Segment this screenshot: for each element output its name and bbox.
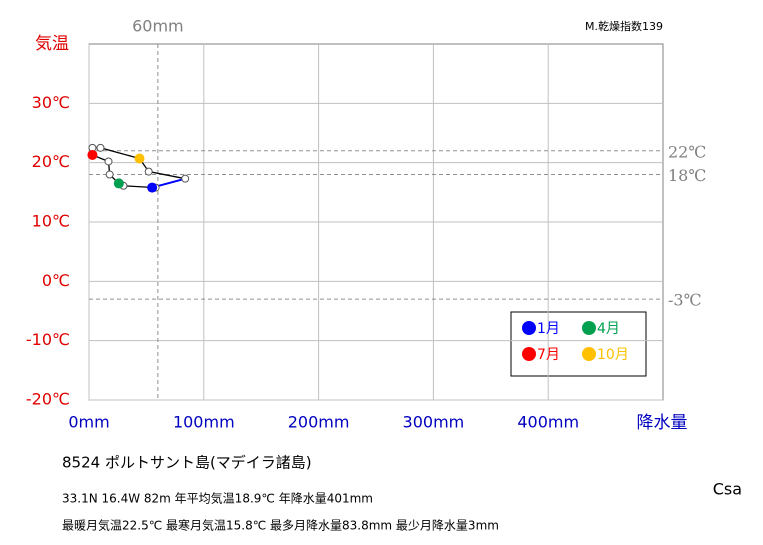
point — [181, 174, 190, 183]
reference-label: -3℃ — [668, 291, 701, 310]
legend-label: 1月 — [537, 321, 560, 337]
month-point — [113, 178, 124, 189]
y-tick-label: -20℃ — [26, 390, 70, 409]
point — [144, 167, 153, 176]
legend-marker — [582, 347, 596, 361]
point — [96, 143, 105, 152]
y-tick-label: -10℃ — [26, 330, 70, 349]
y-tick-label: 20℃ — [32, 152, 70, 171]
legend-marker — [582, 321, 596, 335]
legend-label: 4月 — [597, 321, 620, 337]
legend-marker — [522, 347, 536, 361]
x-tick-label: 300mm — [403, 413, 465, 432]
info: 最暖月気温22.5℃ 最寒月気温15.8℃ 最多月降水量83.8mm 最少月降水… — [62, 518, 499, 533]
legend — [510, 311, 647, 377]
index-note: M.乾燥指数139 — [585, 19, 663, 33]
reference-label: 22℃ — [668, 142, 706, 161]
month-point — [147, 182, 158, 193]
info: 33.1N 16.4W 82m 年平均気温18.9℃ 年降水量401mm — [62, 491, 373, 506]
reference-label: 60mm — [132, 17, 184, 36]
x-tick-label: 0mm — [68, 413, 109, 432]
month-point — [134, 153, 145, 164]
y-tick-label: 0℃ — [42, 271, 70, 290]
month-point — [87, 149, 98, 160]
legend-label: 7月 — [537, 347, 560, 363]
x-tick-label: 400mm — [517, 413, 579, 432]
climate-class: Csa — [713, 480, 742, 499]
y-tick-label: 10℃ — [32, 212, 70, 231]
point — [105, 170, 114, 179]
x-tick-label: 100mm — [173, 413, 235, 432]
y-title: 気温 — [35, 34, 69, 54]
x-tick-label: 200mm — [288, 413, 350, 432]
legend-marker — [522, 321, 536, 335]
legend-label: 10月 — [597, 347, 629, 363]
point — [104, 157, 113, 166]
reference-label: 18℃ — [668, 166, 706, 185]
station: 8524 ポルトサント島(マデイラ諸島) — [62, 454, 312, 472]
y-tick-label: 30℃ — [32, 93, 70, 112]
x-title: 降水量 — [637, 413, 688, 433]
